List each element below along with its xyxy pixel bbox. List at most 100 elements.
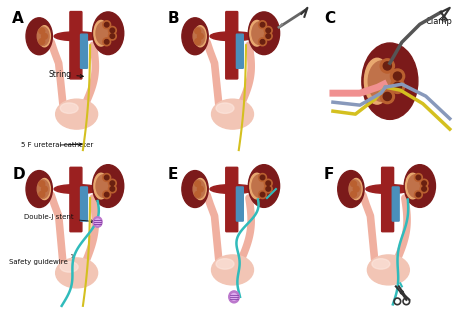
- Circle shape: [416, 192, 420, 197]
- Circle shape: [383, 92, 392, 100]
- Circle shape: [401, 291, 403, 294]
- Ellipse shape: [60, 103, 78, 113]
- Ellipse shape: [250, 173, 264, 199]
- Circle shape: [195, 181, 201, 187]
- Ellipse shape: [350, 179, 362, 200]
- Circle shape: [42, 186, 47, 192]
- Text: C: C: [324, 11, 335, 26]
- Circle shape: [195, 28, 201, 34]
- Circle shape: [104, 175, 109, 180]
- Ellipse shape: [366, 185, 411, 193]
- Text: B: B: [168, 11, 180, 26]
- Ellipse shape: [406, 173, 420, 199]
- Ellipse shape: [55, 258, 98, 288]
- Ellipse shape: [182, 18, 208, 55]
- Circle shape: [260, 175, 265, 180]
- Ellipse shape: [372, 259, 390, 269]
- Circle shape: [264, 179, 272, 187]
- Circle shape: [258, 191, 266, 198]
- Text: D: D: [12, 167, 25, 181]
- Circle shape: [198, 186, 203, 192]
- Ellipse shape: [93, 217, 102, 227]
- Ellipse shape: [229, 291, 239, 303]
- Circle shape: [195, 39, 201, 44]
- Circle shape: [42, 33, 47, 39]
- Ellipse shape: [194, 26, 206, 47]
- Ellipse shape: [95, 219, 100, 225]
- Ellipse shape: [37, 180, 49, 198]
- Circle shape: [110, 34, 115, 38]
- Ellipse shape: [38, 179, 50, 200]
- Ellipse shape: [216, 259, 234, 269]
- Circle shape: [109, 32, 116, 40]
- Circle shape: [109, 179, 116, 187]
- Ellipse shape: [210, 185, 255, 193]
- Ellipse shape: [26, 171, 53, 208]
- Circle shape: [353, 186, 359, 192]
- Circle shape: [104, 192, 109, 197]
- Circle shape: [351, 192, 356, 197]
- Circle shape: [39, 181, 45, 187]
- Ellipse shape: [404, 165, 436, 207]
- Ellipse shape: [194, 179, 206, 200]
- Ellipse shape: [193, 180, 205, 198]
- Circle shape: [109, 26, 116, 34]
- Ellipse shape: [182, 171, 208, 208]
- Circle shape: [110, 186, 115, 191]
- Circle shape: [264, 26, 272, 34]
- Ellipse shape: [94, 173, 108, 199]
- Ellipse shape: [248, 165, 280, 207]
- Text: F: F: [324, 167, 334, 181]
- Ellipse shape: [37, 27, 49, 45]
- Circle shape: [416, 175, 420, 180]
- FancyBboxPatch shape: [70, 167, 82, 232]
- Ellipse shape: [408, 175, 423, 198]
- Ellipse shape: [210, 32, 255, 41]
- Circle shape: [380, 59, 394, 73]
- Circle shape: [266, 34, 271, 38]
- Circle shape: [391, 79, 405, 94]
- Ellipse shape: [60, 262, 78, 272]
- Circle shape: [260, 39, 265, 44]
- Circle shape: [414, 191, 422, 198]
- FancyBboxPatch shape: [226, 12, 238, 79]
- Circle shape: [104, 22, 109, 27]
- Circle shape: [39, 28, 45, 34]
- Circle shape: [393, 82, 401, 90]
- Ellipse shape: [216, 103, 234, 113]
- Circle shape: [264, 32, 272, 40]
- Text: Clamp: Clamp: [426, 17, 453, 26]
- Circle shape: [198, 33, 203, 39]
- Text: Safety guidewire: Safety guidewire: [9, 255, 74, 265]
- Circle shape: [103, 174, 110, 181]
- Circle shape: [420, 179, 428, 187]
- FancyBboxPatch shape: [70, 12, 82, 79]
- FancyBboxPatch shape: [392, 187, 399, 221]
- Ellipse shape: [211, 99, 254, 129]
- Ellipse shape: [250, 20, 264, 46]
- FancyBboxPatch shape: [226, 167, 238, 232]
- FancyBboxPatch shape: [81, 187, 87, 221]
- Circle shape: [258, 174, 266, 181]
- Circle shape: [420, 185, 428, 193]
- Ellipse shape: [349, 180, 361, 198]
- Ellipse shape: [362, 43, 418, 119]
- Circle shape: [383, 62, 392, 70]
- Ellipse shape: [26, 18, 53, 55]
- Text: E: E: [168, 167, 179, 181]
- Circle shape: [351, 181, 356, 187]
- Ellipse shape: [365, 58, 390, 104]
- Ellipse shape: [193, 27, 205, 45]
- Circle shape: [109, 185, 116, 193]
- Ellipse shape: [338, 171, 364, 208]
- Circle shape: [258, 38, 266, 46]
- Circle shape: [393, 72, 401, 80]
- Circle shape: [39, 192, 45, 197]
- Circle shape: [264, 185, 272, 193]
- Circle shape: [260, 192, 265, 197]
- Ellipse shape: [94, 20, 108, 46]
- Ellipse shape: [248, 12, 280, 54]
- Ellipse shape: [368, 61, 396, 101]
- Ellipse shape: [96, 22, 112, 45]
- Circle shape: [103, 191, 110, 198]
